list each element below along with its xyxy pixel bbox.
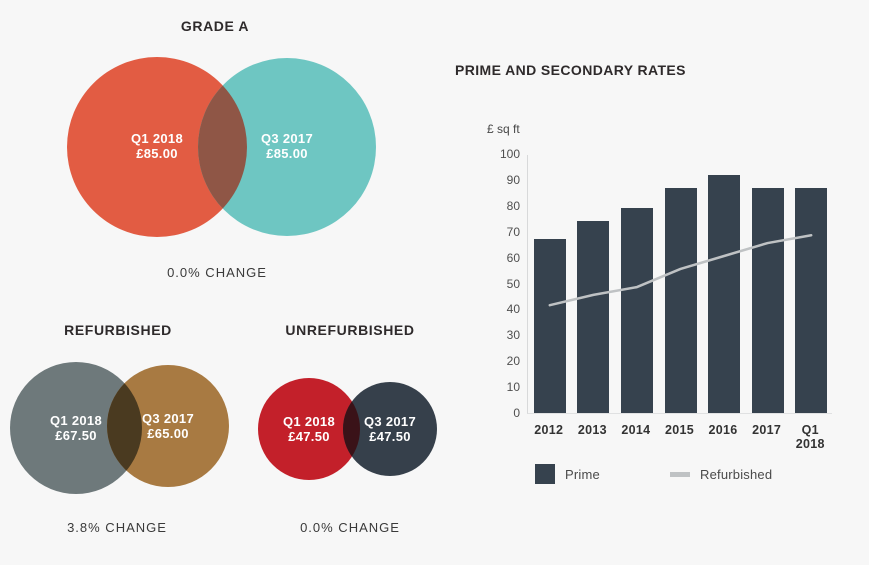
prime-swatch-icon bbox=[535, 464, 555, 484]
x-tick-2014: 2014 bbox=[621, 423, 651, 437]
x-tick-2016: 2016 bbox=[708, 423, 738, 437]
grade-a-q1-2018-circle bbox=[67, 57, 247, 237]
value-text: £47.50 bbox=[288, 429, 330, 444]
refurbished-title: REFURBISHED bbox=[64, 322, 172, 338]
unrefurbished-q3-label: Q3 2017 £47.50 bbox=[320, 414, 460, 444]
unrefurbished-change-label: 0.0% CHANGE bbox=[300, 520, 400, 535]
refurbished-q3-2017-circle bbox=[107, 365, 229, 487]
prime-bar-2017 bbox=[751, 187, 784, 413]
y-tick-10: 10 bbox=[506, 380, 520, 395]
value-text: £67.50 bbox=[55, 428, 97, 443]
prime-bar-2012 bbox=[533, 239, 566, 413]
prime-bar-2013 bbox=[577, 221, 610, 413]
legend-label: Refurbished bbox=[700, 466, 773, 482]
grade-a-title: GRADE A bbox=[180, 18, 250, 34]
grade-a-q1-label: Q1 2018 £85.00 bbox=[87, 131, 227, 161]
x-tick-2015: 2015 bbox=[664, 423, 694, 437]
period-text: Q1 2018 bbox=[131, 131, 183, 146]
grade-a-change-label: 0.0% CHANGE bbox=[167, 265, 267, 280]
legend-item-prime: Prime bbox=[535, 463, 600, 485]
refurbished-venn-diagram: Q1 2018 £67.50 Q3 2017 £65.00 bbox=[0, 355, 240, 505]
grade-a-q3-label: Q3 2017 £85.00 bbox=[217, 131, 357, 161]
x-tick-2012: 2012 bbox=[534, 423, 564, 437]
chart-legend: Prime Refurbished bbox=[535, 463, 835, 485]
refurbished-swatch-icon bbox=[670, 471, 690, 477]
bar-chart-plot-area bbox=[527, 155, 832, 414]
unrefurbished-venn-diagram: Q1 2018 £47.50 Q3 2017 £47.50 bbox=[250, 370, 450, 490]
y-tick-100: 100 bbox=[499, 147, 520, 161]
y-tick-50: 50 bbox=[506, 276, 520, 291]
y-tick-30: 30 bbox=[506, 328, 520, 343]
value-text: £47.50 bbox=[369, 429, 411, 444]
x-axis-ticks: 2012 2013 2014 2015 2016 2017 Q1 2018 bbox=[527, 423, 832, 451]
y-tick-60: 60 bbox=[506, 250, 520, 265]
y-tick-80: 80 bbox=[506, 198, 520, 213]
prime-bar-2016 bbox=[708, 174, 741, 413]
value-text: £85.00 bbox=[136, 146, 178, 161]
refurbished-q1-label: Q1 2018 £67.50 bbox=[6, 413, 146, 443]
x-tick-2013: 2013 bbox=[577, 423, 607, 437]
unrefurbished-title: UNREFURBISHED bbox=[285, 322, 415, 338]
value-text: £65.00 bbox=[147, 426, 189, 441]
x-tick-q1-2018: Q1 2018 bbox=[795, 423, 825, 451]
unrefurbished-q1-label: Q1 2018 £47.50 bbox=[239, 414, 379, 444]
y-tick-90: 90 bbox=[506, 172, 520, 187]
period-text: Q1 2018 bbox=[50, 413, 102, 428]
prime-bar-2014 bbox=[620, 208, 653, 413]
x-tick-2017: 2017 bbox=[752, 423, 782, 437]
grade-a-q3-2017-circle bbox=[198, 58, 376, 236]
y-tick-0: 0 bbox=[513, 406, 520, 420]
unrefurbished-q1-2018-circle bbox=[258, 378, 360, 480]
period-text: Q1 2018 bbox=[283, 414, 335, 429]
unrefurbished-q3-2017-circle bbox=[343, 382, 437, 476]
refurbished-q1-2018-circle bbox=[10, 362, 142, 494]
refurbished-q3-label: Q3 2017 £65.00 bbox=[98, 411, 238, 441]
period-text: Q3 2017 bbox=[364, 414, 416, 429]
y-axis-unit-label: £ sq ft bbox=[487, 122, 520, 136]
y-tick-70: 70 bbox=[506, 224, 520, 239]
refurbished-change-label: 3.8% CHANGE bbox=[67, 520, 167, 535]
legend-label: Prime bbox=[565, 466, 600, 482]
value-text: £85.00 bbox=[266, 146, 308, 161]
chart-title: PRIME AND SECONDARY RATES bbox=[455, 62, 686, 78]
period-text: Q3 2017 bbox=[261, 131, 313, 146]
prime-bar-2015 bbox=[664, 187, 697, 413]
period-text: Q3 2017 bbox=[142, 411, 194, 426]
y-tick-40: 40 bbox=[506, 302, 520, 317]
y-tick-20: 20 bbox=[506, 354, 520, 369]
grade-a-venn-diagram: Q1 2018 £85.00 Q3 2017 £85.00 bbox=[40, 45, 390, 245]
prime-bar-q1-2018 bbox=[795, 187, 828, 413]
legend-item-refurbished: Refurbished bbox=[670, 463, 772, 485]
